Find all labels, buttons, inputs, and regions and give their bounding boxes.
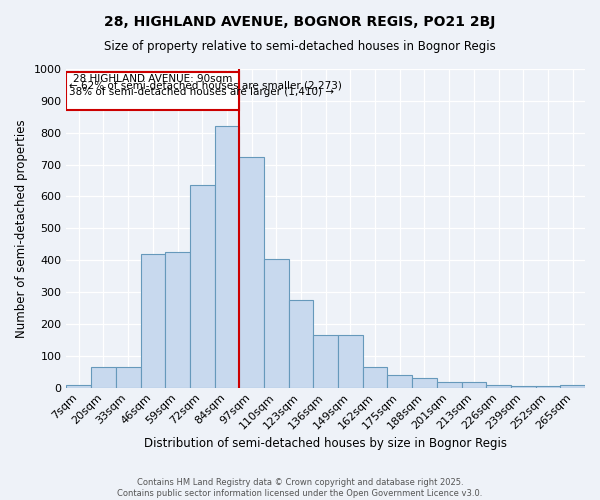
Text: 38% of semi-detached houses are larger (1,410) →: 38% of semi-detached houses are larger (… [69,88,334,98]
Text: Contains HM Land Registry data © Crown copyright and database right 2025.
Contai: Contains HM Land Registry data © Crown c… [118,478,482,498]
Bar [511,386,536,388]
Bar [486,385,511,388]
Text: 28 HIGHLAND AVENUE: 90sqm: 28 HIGHLAND AVENUE: 90sqm [73,74,233,85]
Bar [437,382,461,388]
Bar [264,258,289,388]
Bar [536,386,560,388]
Bar [215,126,239,388]
Bar [239,156,264,388]
Bar [91,367,116,388]
Bar [165,252,190,388]
Text: 28, HIGHLAND AVENUE, BOGNOR REGIS, PO21 2BJ: 28, HIGHLAND AVENUE, BOGNOR REGIS, PO21 … [104,15,496,29]
Bar [67,385,91,388]
Bar [461,382,486,388]
FancyBboxPatch shape [67,72,239,110]
X-axis label: Distribution of semi-detached houses by size in Bognor Regis: Distribution of semi-detached houses by … [144,437,507,450]
Bar [560,385,585,388]
Bar [313,335,338,388]
Bar [116,367,140,388]
Bar [388,375,412,388]
Bar [363,367,388,388]
Bar [412,378,437,388]
Bar [289,300,313,388]
Text: Size of property relative to semi-detached houses in Bognor Regis: Size of property relative to semi-detach… [104,40,496,53]
Bar [190,186,215,388]
Bar [338,335,363,388]
Y-axis label: Number of semi-detached properties: Number of semi-detached properties [15,119,28,338]
Bar [140,254,165,388]
Text: ← 62% of semi-detached houses are smaller (2,273): ← 62% of semi-detached houses are smalle… [69,81,342,91]
